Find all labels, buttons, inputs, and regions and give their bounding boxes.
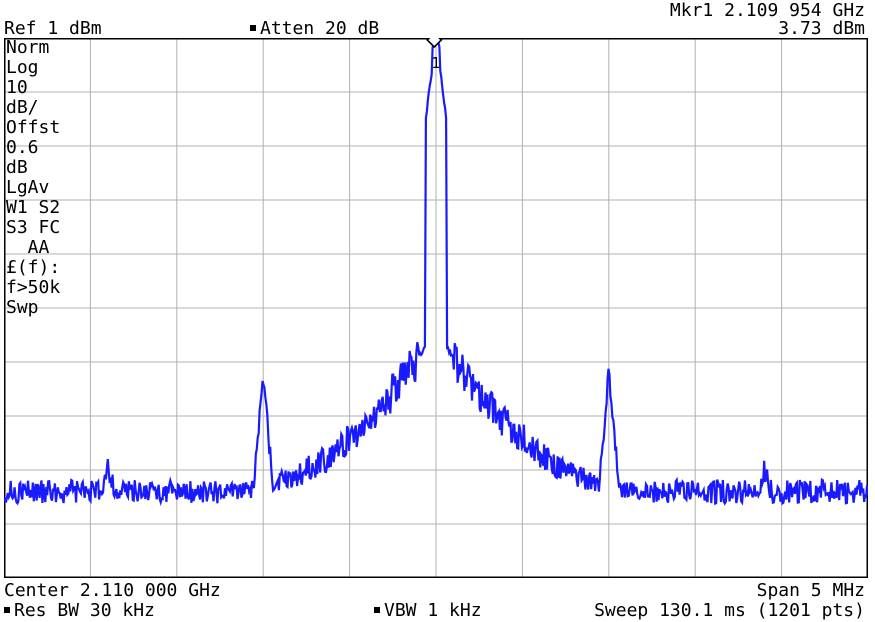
header-bar: Ref 1 dBm Atten 20 dB Mkr1 2.109 954 GHz… xyxy=(0,0,875,38)
atten-indicator-dot xyxy=(250,25,256,31)
attenuation-label: Atten 20 dB xyxy=(260,18,379,39)
sweep-label: Sweep 130.1 ms (1201 pts) xyxy=(594,600,865,621)
vbw-label: VBW 1 kHz xyxy=(384,600,482,621)
marker1-amp-label: 3.73 dBm xyxy=(778,18,865,39)
vbw-indicator-dot xyxy=(374,607,380,613)
spectrum-trace-svg: 1 xyxy=(4,38,868,578)
ref-level-label: Ref 1 dBm xyxy=(4,18,102,39)
footer-bar: Center 2.110 000 GHz Span 5 MHz Res BW 3… xyxy=(4,580,871,620)
marker-number-label: 1 xyxy=(431,54,440,72)
center-freq-label: Center 2.110 000 GHz xyxy=(4,580,221,601)
rbw-indicator-dot xyxy=(4,607,10,613)
rbw-label: Res BW 30 kHz xyxy=(14,600,155,621)
spectrum-plot[interactable]: 1 NormLog10dB/Offst0.6dBLgAvW1 S2S3 FC A… xyxy=(4,38,868,578)
span-label: Span 5 MHz xyxy=(757,580,865,601)
